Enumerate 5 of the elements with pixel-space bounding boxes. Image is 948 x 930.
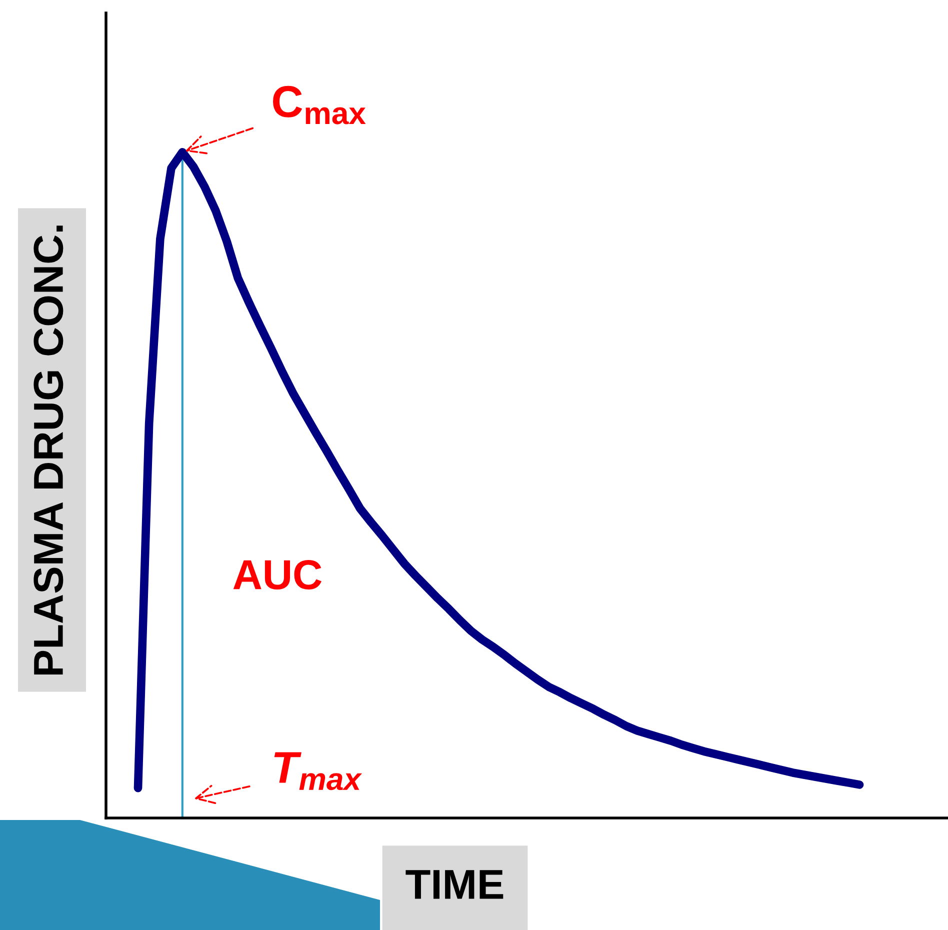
annotation: AUC — [233, 560, 322, 590]
text: C$_{max}$ — [273, 86, 366, 124]
annotation: T$_{max}$ — [274, 752, 362, 790]
x-axis-title: TIME — [406, 870, 504, 899]
y-axis-title: PLASMA DRUG CONC. — [34, 226, 64, 674]
